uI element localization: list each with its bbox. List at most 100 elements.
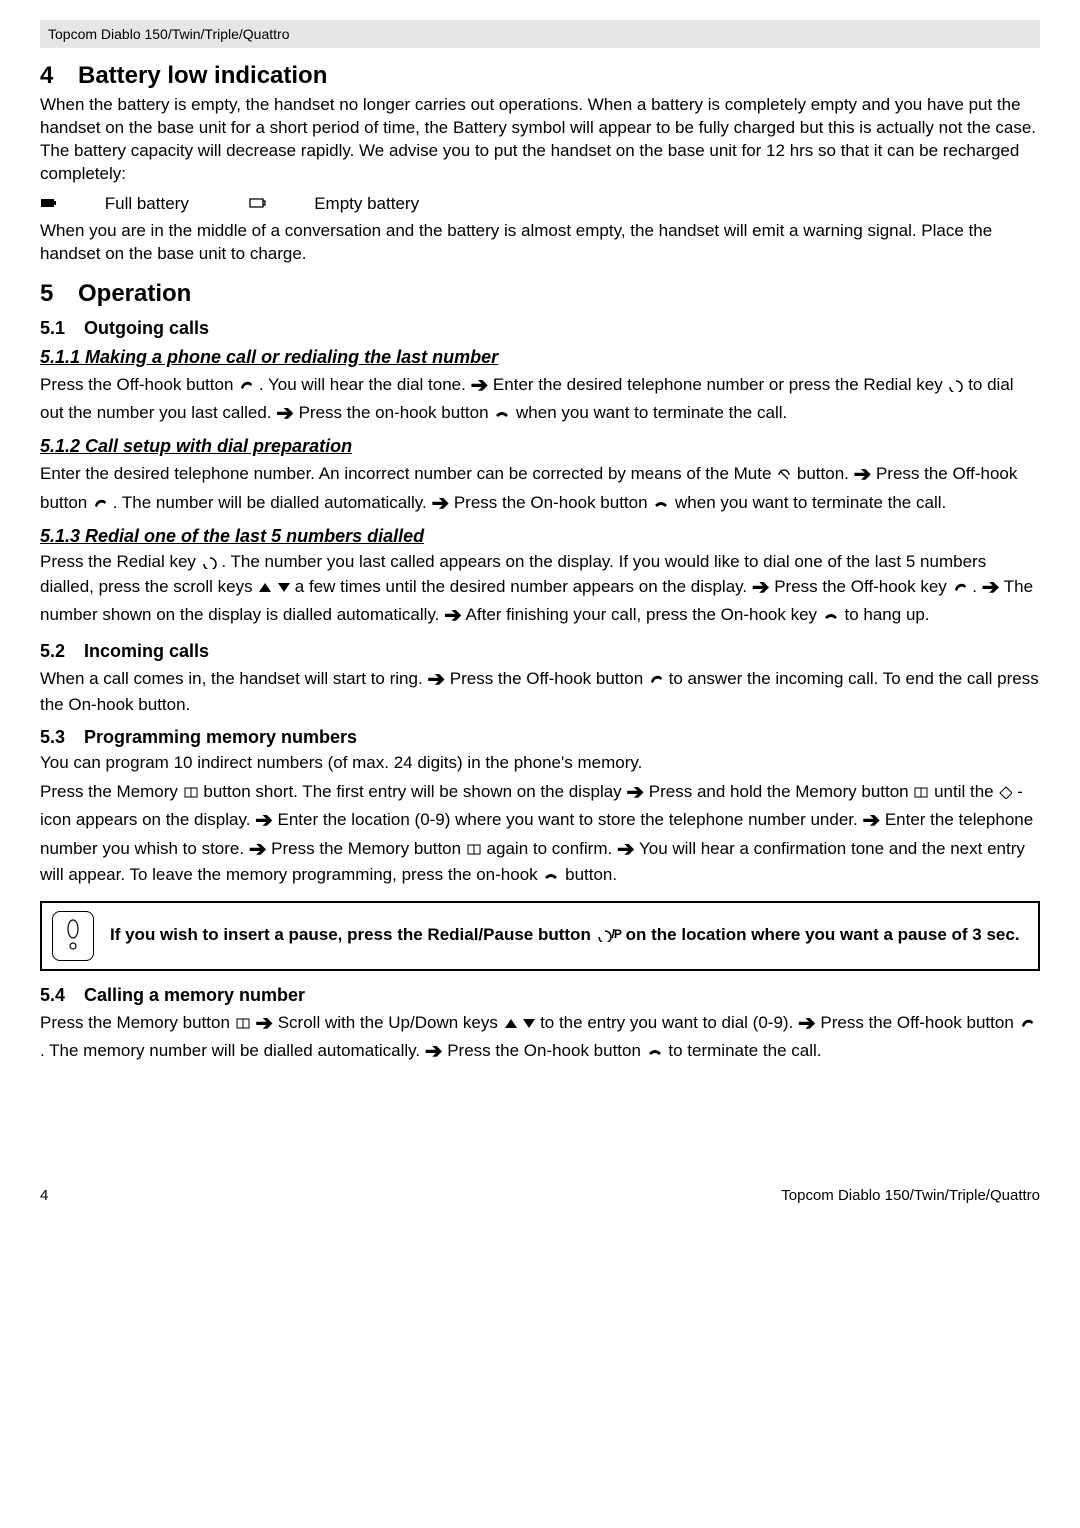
offhook-icon [952, 580, 968, 594]
t: again to confirm. [487, 839, 617, 858]
t: to the entry you want to dial (0-9). [540, 1013, 798, 1032]
page-footer: 4 Topcom Diablo 150/Twin/Triple/Quattro [40, 1187, 1040, 1204]
battery-full-icon [40, 194, 100, 214]
memory-icon [183, 785, 199, 799]
redial-icon [201, 555, 217, 569]
note-box: If you wish to insert a pause, press the… [40, 901, 1040, 971]
note-icon [52, 911, 94, 961]
section-5-4-heading: 5.4Calling a memory number [40, 985, 1040, 1006]
doc-header: Topcom Diablo 150/Twin/Triple/Quattro [40, 20, 1040, 48]
arrow-icon: ➔ [862, 809, 880, 832]
sec51-num: 5.1 [40, 318, 84, 339]
section-5-heading: 5Operation [40, 280, 1040, 308]
section-5-3-heading: 5.3Programming memory numbers [40, 727, 1040, 748]
battery-empty-icon [249, 194, 309, 214]
t: Press the Memory button [271, 839, 466, 858]
t: Enter the desired telephone number. An i… [40, 464, 776, 483]
up-icon [257, 580, 271, 594]
t: to hang up. [845, 605, 930, 624]
arrow-icon: ➔ [626, 781, 644, 804]
t: Press the on-hook button [299, 403, 494, 422]
t: Scroll with the Up/Down keys [278, 1013, 503, 1032]
t: button short. The first entry will be sh… [203, 782, 626, 801]
t: If you wish to insert a pause, press the… [110, 925, 596, 944]
down-icon [521, 1016, 535, 1030]
sec4-title: Battery low indication [78, 62, 327, 89]
section-5-1-1-title: 5.1.1 Making a phone call or redialing t… [40, 347, 1040, 368]
t: . The number will be dialled automatical… [113, 493, 432, 512]
t: Enter the desired telephone number or pr… [493, 375, 948, 394]
sec53-num: 5.3 [40, 727, 84, 748]
sec511-body: Press the Off-hook button . You will hea… [40, 372, 1040, 429]
t: when you want to terminate the call. [675, 493, 946, 512]
arrow-icon: ➔ [431, 492, 449, 515]
t: on the location where you want a pause o… [626, 925, 1020, 944]
redial-icon [596, 928, 612, 942]
offhook-icon [1019, 1016, 1035, 1030]
onhook-icon [493, 406, 511, 420]
section-5-1-heading: 5.1Outgoing calls [40, 318, 1040, 339]
sec53-title: Programming memory numbers [84, 727, 357, 747]
onhook-icon [652, 496, 670, 510]
arrow-icon: ➔ [255, 1012, 273, 1035]
t: Press the Memory button [40, 1013, 235, 1032]
down-icon [276, 580, 290, 594]
arrow-icon: ➔ [444, 604, 462, 627]
t: to terminate the call. [668, 1041, 821, 1060]
t: . You will hear the dial tone. [259, 375, 471, 394]
page-number: 4 [40, 1187, 48, 1204]
sec512-body: Enter the desired telephone number. An i… [40, 461, 1040, 518]
offhook-icon [648, 672, 664, 686]
section-5-2-heading: 5.2Incoming calls [40, 641, 1040, 662]
t: Press the Off-hook key [774, 577, 951, 596]
t: Press the Off-hook button [450, 669, 648, 688]
sec513-body: Press the Redial key . The number you la… [40, 551, 1040, 631]
t: Press and hold the Memory button [649, 782, 914, 801]
sec52-num: 5.2 [40, 641, 84, 662]
note-text: If you wish to insert a pause, press the… [110, 924, 1020, 947]
sec52-title: Incoming calls [84, 641, 209, 661]
t: Press the Off-hook button [40, 375, 238, 394]
t: Enter the location (0-9) where you want … [278, 810, 863, 829]
sec53-body: Press the Memory button short. The first… [40, 779, 1040, 887]
t: Press the Off-hook button [820, 1013, 1018, 1032]
t: Press the On-hook button [447, 1041, 645, 1060]
t: a few times until the desired number app… [295, 577, 752, 596]
section-5-1-3-title: 5.1.3 Redial one of the last 5 numbers d… [40, 526, 1040, 547]
arrow-icon: ➔ [854, 463, 872, 486]
memory-icon [235, 1016, 251, 1030]
section-5-1-2-title: 5.1.2 Call setup with dial preparation [40, 436, 1040, 457]
arrow-icon: ➔ [255, 809, 273, 832]
onhook-icon [542, 868, 560, 882]
up-icon [503, 1016, 517, 1030]
t: when you want to terminate the call. [516, 403, 787, 422]
t: When a call comes in, the handset will s… [40, 669, 427, 688]
arrow-icon: ➔ [276, 402, 294, 425]
t: Press the Redial key [40, 552, 201, 571]
arrow-icon: ➔ [471, 374, 489, 397]
t: Press the Memory [40, 782, 183, 801]
arrow-icon: ➔ [425, 1040, 443, 1063]
arrow-icon: ➔ [982, 576, 1000, 599]
t: button. [797, 464, 854, 483]
pause-label: /P [612, 927, 621, 941]
sec54-num: 5.4 [40, 985, 84, 1006]
footer-title: Topcom Diablo 150/Twin/Triple/Quattro [781, 1187, 1040, 1204]
redial-icon [947, 378, 963, 392]
sec54-body: Press the Memory button ➔ Scroll with th… [40, 1010, 1040, 1067]
t: . [972, 577, 981, 596]
sec4-p2: When you are in the middle of a conversa… [40, 220, 1040, 266]
memory-icon [913, 785, 929, 799]
mute-icon [776, 467, 792, 481]
sec54-title: Calling a memory number [84, 985, 305, 1005]
onhook-icon [646, 1044, 664, 1058]
arrow-icon: ➔ [617, 838, 635, 861]
sec4-num: 4 [40, 62, 78, 90]
sec4-p1: When the battery is empty, the handset n… [40, 94, 1040, 186]
t: button. [565, 865, 617, 884]
arrow-icon: ➔ [427, 668, 445, 691]
section-4-heading: 4Battery low indication [40, 62, 1040, 90]
offhook-icon [92, 496, 108, 510]
sec5-title: Operation [78, 280, 191, 307]
arrow-icon: ➔ [798, 1012, 816, 1035]
